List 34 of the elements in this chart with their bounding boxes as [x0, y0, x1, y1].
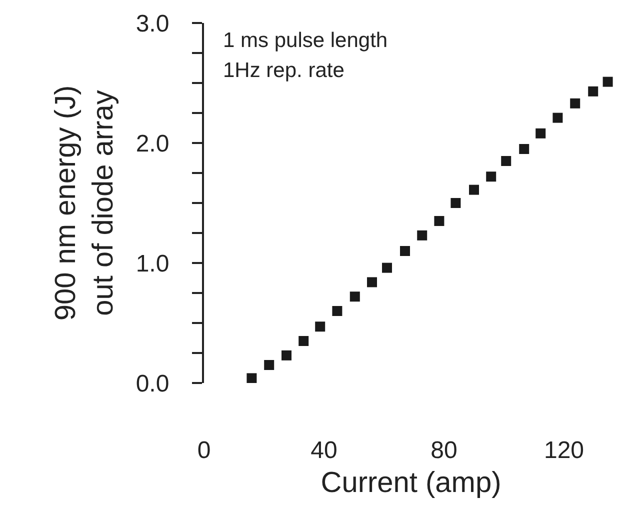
point: [570, 98, 580, 108]
y-tick-label: 0.0: [136, 370, 170, 398]
point: [246, 373, 257, 383]
point: [519, 144, 530, 154]
point: [486, 172, 496, 182]
x-axis-title: Current (amp): [320, 466, 502, 499]
point: [602, 76, 613, 87]
x-tick-label: 0: [197, 437, 211, 464]
point: [536, 128, 546, 138]
annotation: 1Hz rep. rate: [223, 59, 344, 82]
y-tick-label: 2.0: [136, 130, 170, 158]
point: [450, 198, 461, 208]
y-tick-label: 1.0: [136, 250, 170, 278]
point: [332, 306, 342, 316]
point: [315, 322, 326, 332]
point: [350, 292, 360, 302]
point: [400, 246, 410, 256]
x-tick-label: 40: [310, 437, 338, 464]
point: [552, 112, 563, 123]
point: [469, 184, 479, 195]
x-tick-label: 80: [430, 437, 458, 464]
point: [417, 230, 428, 240]
y-axis-title: 900 nm energy (J) out of diode array: [50, 85, 120, 321]
point: [298, 336, 309, 346]
point: [588, 86, 598, 96]
point: [382, 262, 392, 273]
y-tick-label: 3.0: [136, 10, 170, 38]
point: [501, 156, 512, 166]
point: [264, 360, 274, 370]
point: [367, 277, 377, 288]
point: [282, 350, 292, 360]
annotation: 1 ms pulse length: [223, 29, 388, 52]
point: [434, 216, 444, 226]
x-tick-label: 120: [544, 437, 584, 464]
